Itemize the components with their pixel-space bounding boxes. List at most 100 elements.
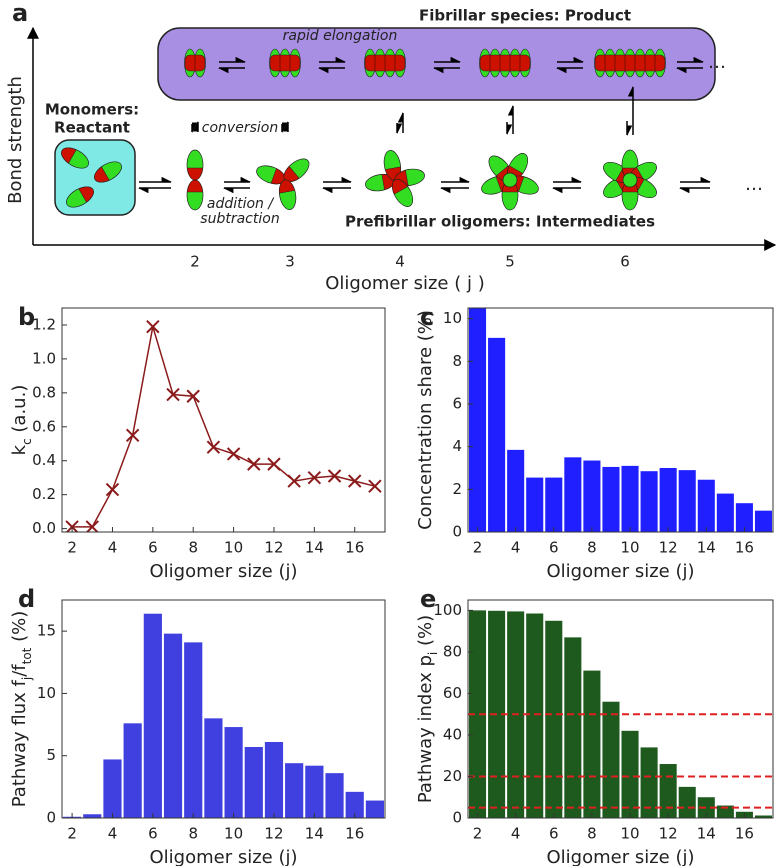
bar (621, 465, 639, 532)
y-tick-label: 0.4 (32, 451, 56, 469)
y-tick-label: 15 (37, 622, 56, 640)
bar (640, 471, 658, 532)
bar (469, 610, 487, 818)
bar (602, 466, 620, 532)
fibril (364, 48, 406, 78)
chart: d 0 5 10 15 2 4 6 8 10 12 14 16 Oligomer size (j) Path… (9, 585, 386, 866)
bar (678, 786, 696, 818)
x-tick-label: 6 (148, 539, 158, 557)
frame (61, 599, 386, 819)
x-tick-label: 6 (549, 825, 559, 843)
monomer-core (279, 179, 296, 194)
y-tick-label: 0.2 (32, 485, 56, 503)
conversion-label: conversion (202, 120, 278, 136)
y-axis-label-part: tot (20, 647, 34, 664)
bar (735, 503, 753, 532)
x-tick-label: 4 (511, 825, 521, 843)
x-tick-label: 3 (285, 253, 295, 271)
x-tick-label: 2 (473, 825, 483, 843)
x-tick-label: 2 (67, 539, 77, 557)
bar (659, 468, 677, 532)
product-box (157, 27, 716, 101)
monomer-core (94, 166, 110, 183)
x-axis-label: Oligomer size (j) (149, 847, 297, 866)
y-axis-label-part: Concentration share (%) (415, 310, 436, 530)
ellipsis: … (745, 174, 763, 195)
monomers (61, 147, 122, 208)
x-tick-label: 8 (188, 825, 198, 843)
plot-area (65, 319, 382, 532)
bar (163, 633, 183, 818)
y-axis-label: kc (a.u.) (9, 385, 34, 456)
fibril (269, 48, 301, 78)
fibril-core (479, 54, 531, 72)
bar (716, 805, 734, 818)
ellipsis: … (708, 52, 726, 73)
bar (469, 308, 487, 532)
marker (368, 479, 382, 493)
x-tick-label: 10 (224, 539, 243, 557)
x-axis-label: Oligomer size ( j ) (325, 273, 484, 294)
bar (264, 742, 284, 818)
bar (488, 337, 506, 532)
y-axis-label: Pathway index pi (%) (415, 615, 440, 803)
marker (287, 474, 301, 488)
panel-label: a (12, 0, 28, 27)
y-tick-label: 0.6 (32, 417, 56, 435)
y-tick-label: 0 (452, 523, 462, 541)
x-tick-label: 14 (305, 539, 324, 557)
chart: b 0.0 0.2 0.4 0.6 0.8 1.0 1.2 2 4 6 8 10 12 14 16 Oligom… (9, 303, 386, 582)
x-tick-label: 6 (549, 539, 559, 557)
monomer (61, 147, 89, 169)
bar (583, 670, 601, 818)
fibril (184, 48, 206, 78)
plot-area (63, 613, 384, 818)
monomer-core (78, 186, 94, 203)
x-tick-label: 16 (735, 825, 754, 843)
y-tick-label: 4 (452, 437, 462, 455)
oligomer (256, 158, 310, 210)
x-tick-label: 10 (224, 825, 243, 843)
oligomer (481, 153, 539, 211)
marker (247, 457, 261, 471)
bar (325, 773, 344, 818)
monomer-core (61, 147, 77, 164)
y-tick-label: 10 (443, 309, 462, 327)
y-axis-label-part: k (9, 444, 30, 455)
monomer (94, 161, 122, 183)
oligomer-core (502, 172, 518, 188)
panel-label: c (420, 303, 434, 331)
x-tick-label: 12 (264, 539, 283, 557)
monomer-core (186, 167, 204, 181)
frame (467, 307, 774, 533)
y-axis-label-part: Pathway flux f (9, 679, 30, 807)
bar (678, 470, 696, 532)
bar (716, 493, 734, 532)
bar (526, 477, 544, 532)
y-tick-label: 5 (46, 746, 56, 764)
y-axis-label-part: (a.u.) (9, 385, 30, 439)
x-tick-label: 8 (188, 539, 198, 557)
y-axis-label: Bond strength (5, 76, 26, 204)
bar (545, 620, 563, 818)
y-tick-label: 80 (443, 642, 462, 660)
bar (184, 642, 203, 818)
bar (244, 746, 263, 818)
y-tick-label: 8 (452, 352, 462, 370)
diagram: a Bond strength Oligomer size ( j ) Fibr… (5, 0, 777, 294)
monomer (186, 149, 204, 181)
y-axis-label-part: c (20, 438, 34, 445)
bar (545, 477, 563, 532)
y-axis-label-part: i (426, 652, 440, 655)
oligomer (603, 149, 657, 211)
exchange-label: subtraction (200, 211, 279, 227)
y-axis-label-part: (%) (9, 611, 30, 648)
x-tick-label: 12 (659, 825, 678, 843)
x-tick-label: 4 (108, 825, 118, 843)
y-tick-label: 6 (452, 395, 462, 413)
y-tick-label: 100 (433, 601, 462, 619)
x-tick-label: 16 (345, 539, 364, 557)
panel-label: e (420, 585, 436, 613)
x-tick-label: 10 (620, 825, 639, 843)
